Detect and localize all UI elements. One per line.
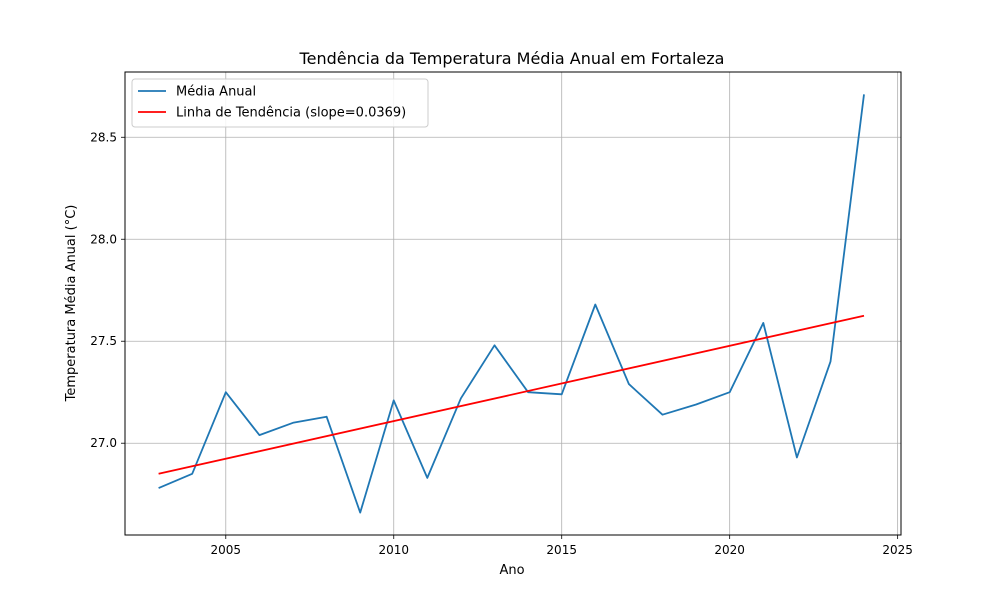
- plot-area: [158, 94, 865, 514]
- grid: [125, 72, 901, 535]
- ticks: 2005 2010 2015 2020 2025 27.0 27.5 28.0 28.5: [90, 130, 913, 557]
- y-tick-label: 28.0: [90, 232, 117, 246]
- x-tick-label: 2015: [546, 543, 577, 557]
- legend-box: [131, 78, 429, 128]
- y-tick-label: 28.5: [90, 130, 117, 144]
- x-tick-label: 2025: [882, 543, 913, 557]
- trend-line: [158, 314, 865, 475]
- x-tick-label: 2005: [211, 543, 242, 557]
- x-axis-label: Ano: [499, 563, 524, 578]
- series-line-media-anual: [158, 94, 865, 514]
- x-tick-label: 2010: [378, 543, 409, 557]
- legend-label: Média Anual: [176, 85, 256, 100]
- y-tick-label: 27.0: [90, 436, 117, 450]
- x-tick-label: 2020: [714, 543, 745, 557]
- chart-title: Tendência da Temperatura Média Anual em …: [299, 49, 725, 68]
- y-axis-label: Temperatura Média Anual (°C): [64, 205, 79, 403]
- legend: Média Anual Linha de Tendência (slope=0.0…: [131, 78, 429, 128]
- legend-label: Linha de Tendência (slope=0.0369): [176, 106, 406, 121]
- y-tick-label: 27.5: [90, 334, 117, 348]
- axes-frame: [124, 71, 902, 536]
